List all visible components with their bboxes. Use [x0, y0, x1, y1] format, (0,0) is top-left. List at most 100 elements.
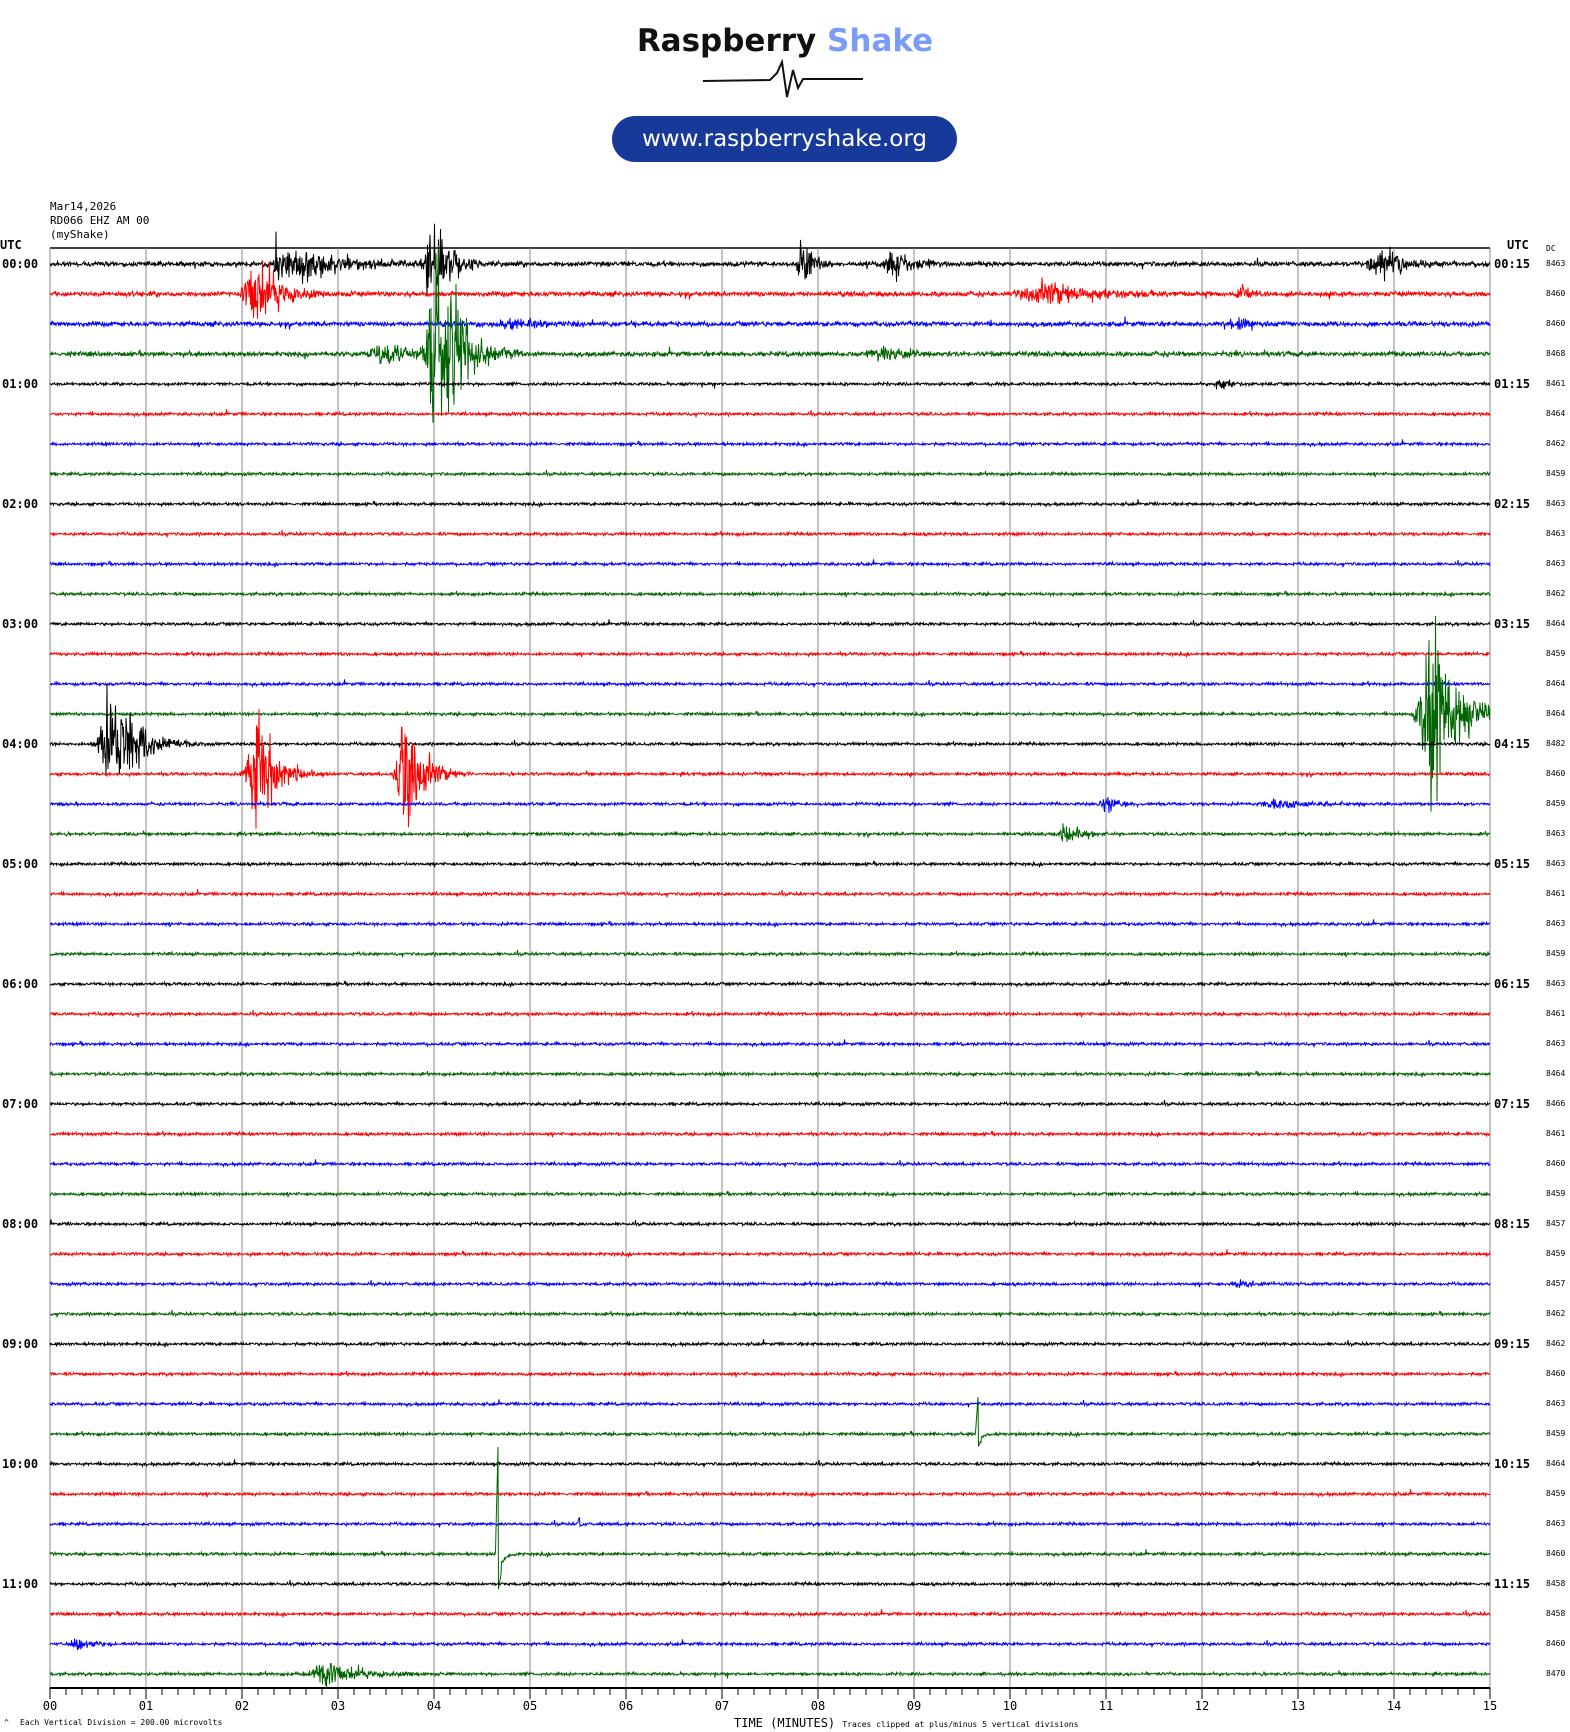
seismogram-trace: [49, 683, 1491, 776]
dc-value: 8463: [1546, 559, 1566, 568]
dc-value: 8459: [1546, 1189, 1566, 1198]
dc-value: 8463: [1546, 1039, 1566, 1048]
dc-value: 8464: [1546, 709, 1566, 718]
dc-value: 8463: [1546, 499, 1566, 508]
seismogram-trace: [49, 260, 1491, 319]
dc-value: 8462: [1546, 1309, 1566, 1318]
dc-value: 8459: [1546, 799, 1566, 808]
seismogram-trace: [49, 1580, 1491, 1588]
seismogram-trace: [49, 1609, 1491, 1619]
seismogram-trace: [49, 1159, 1491, 1169]
dc-value: 8460: [1546, 1549, 1566, 1558]
seismogram-trace: [49, 1219, 1491, 1228]
seismogram-trace: [49, 1070, 1491, 1078]
dc-value: 8460: [1546, 319, 1566, 328]
left-time-label: 11:00: [2, 1577, 39, 1591]
dc-value: 8464: [1546, 679, 1566, 688]
seismogram-trace: [49, 1638, 1491, 1651]
seismogram-trace: [49, 1099, 1491, 1109]
dc-value: 8464: [1546, 1459, 1566, 1468]
seismogram-trace: [49, 1447, 1491, 1590]
left-time-label: 04:00: [2, 737, 39, 751]
right-time-label: 09:15: [1494, 1337, 1531, 1351]
seismogram-trace: [49, 797, 1491, 814]
x-tick-label: 09: [906, 1699, 922, 1713]
x-tick-label: 14: [1386, 1699, 1402, 1713]
dc-value: 8459: [1546, 1489, 1566, 1498]
raspberry-shake-logo: Raspberry Shake www.raspberryshake.org: [0, 0, 1570, 170]
seismogram-trace: [49, 1249, 1491, 1259]
seismogram-trace: [49, 1339, 1491, 1349]
left-time-label: 02:00: [2, 497, 39, 511]
seismogram-trace: [49, 1130, 1491, 1138]
left-time-label: 10:00: [2, 1457, 39, 1471]
seismogram-trace: [49, 619, 1491, 629]
left-time-label: 07:00: [2, 1097, 39, 1111]
dc-value: 8464: [1546, 1069, 1566, 1078]
seismogram-trace: [49, 223, 1491, 297]
dc-value: 8463: [1546, 1399, 1566, 1408]
seismogram-trace: [49, 1459, 1491, 1469]
right-time-label: 02:15: [1494, 497, 1531, 511]
dc-value: 8461: [1546, 1129, 1566, 1138]
dc-value: 8458: [1546, 1579, 1566, 1588]
dc-value: 8459: [1546, 1429, 1566, 1438]
x-tick-label: 12: [1194, 1699, 1210, 1713]
dc-value: 8462: [1546, 1339, 1566, 1348]
dc-value: 8461: [1546, 889, 1566, 898]
seismogram-trace: [49, 615, 1491, 812]
dc-value: 8461: [1546, 1009, 1566, 1018]
dc-value: 8468: [1546, 349, 1566, 358]
x-axis-title: TIME (MINUTES) Traces clipped at plus/mi…: [734, 1716, 1079, 1730]
network-label: (myShake): [50, 228, 110, 241]
dc-value: 8463: [1546, 1519, 1566, 1528]
left-time-label: 00:00: [2, 257, 39, 271]
website-link[interactable]: www.raspberryshake.org: [612, 116, 957, 162]
dc-value: 8457: [1546, 1219, 1566, 1228]
dc-value: 8463: [1546, 829, 1566, 838]
brand-title: Raspberry Shake: [636, 23, 934, 59]
dc-value: 8459: [1546, 649, 1566, 658]
seismogram-trace: [49, 979, 1491, 989]
right-utc-title: UTC: [1507, 238, 1529, 252]
right-time-label: 04:15: [1494, 737, 1531, 751]
x-tick-label: 00: [42, 1699, 58, 1713]
corner-mark: ^: [4, 1718, 9, 1727]
seismic-wave-logo-icon: [702, 58, 863, 98]
right-time-label: 08:15: [1494, 1217, 1531, 1231]
dc-value: 8461: [1546, 379, 1566, 388]
left-time-label: 05:00: [2, 857, 39, 871]
dc-value: 8458: [1546, 1609, 1566, 1618]
seismogram-trace: [49, 650, 1491, 658]
right-time-label: 05:15: [1494, 857, 1531, 871]
scale-note: Each Vertical Division = 200.00 microvol…: [20, 1718, 223, 1727]
seismogram-trace: [49, 1516, 1491, 1528]
seismogram-trace: [49, 499, 1491, 509]
dc-value: 8459: [1546, 949, 1566, 958]
dc-value: 8460: [1546, 1159, 1566, 1168]
right-time-label: 03:15: [1494, 617, 1531, 631]
dc-value: 8460: [1546, 1369, 1566, 1378]
right-time-label: 00:15: [1494, 257, 1531, 271]
seismogram-trace: [49, 1489, 1491, 1499]
left-time-label: 09:00: [2, 1337, 39, 1351]
dc-value: 8460: [1546, 1639, 1566, 1648]
seismogram-trace: [49, 590, 1491, 598]
dc-value: 8464: [1546, 409, 1566, 418]
x-tick-label: 13: [1290, 1699, 1306, 1713]
seismogram-trace: [49, 530, 1491, 538]
seismogram-trace: [49, 409, 1491, 419]
x-tick-label: 04: [426, 1699, 442, 1713]
dc-value: 8459: [1546, 1249, 1566, 1258]
seismogram-trace: [49, 860, 1491, 868]
left-time-label: 08:00: [2, 1217, 39, 1231]
dc-value: 8460: [1546, 289, 1566, 298]
seismogram-trace: [49, 470, 1491, 478]
station-label: RD066 EHZ AM 00: [50, 214, 150, 227]
seismogram-trace: [49, 823, 1491, 842]
dc-value: 8463: [1546, 979, 1566, 988]
seismogram-trace: [49, 1190, 1491, 1199]
date-label: Mar14,2026: [50, 200, 117, 213]
dc-value: 8470: [1546, 1669, 1566, 1678]
seismogram-trace: [50, 1310, 1491, 1318]
